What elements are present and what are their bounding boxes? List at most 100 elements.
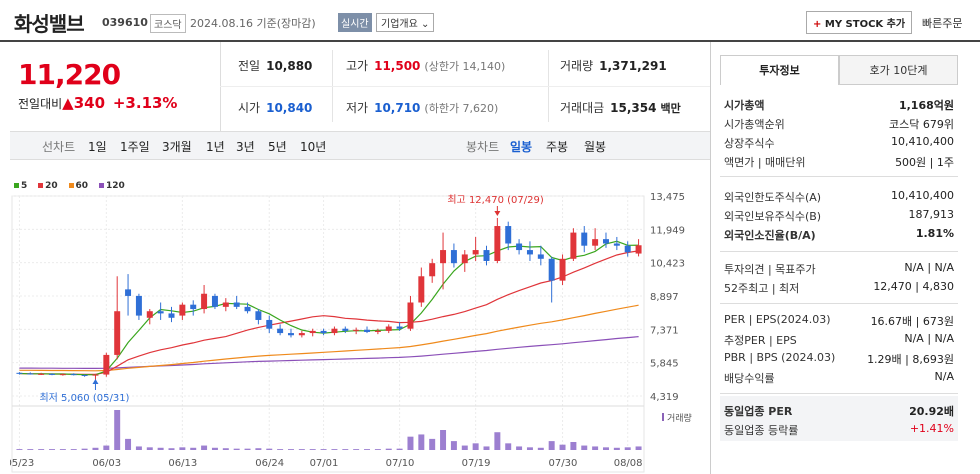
volume-bar bbox=[135, 446, 142, 450]
candle-body bbox=[233, 302, 240, 307]
corp-info-dropdown[interactable]: 기업개요 ⌄ bbox=[376, 13, 435, 32]
period-tab-5y[interactable]: 5년 bbox=[268, 140, 287, 154]
volume-bar bbox=[16, 449, 23, 450]
volume-bar bbox=[635, 446, 642, 450]
volume-bar bbox=[125, 438, 132, 450]
volume-bar bbox=[38, 449, 45, 450]
y-tick-label: 7,371 bbox=[650, 325, 679, 336]
info-tabs: 투자정보 호가 10단계 bbox=[720, 55, 958, 85]
volume-bar bbox=[505, 443, 512, 450]
candle-body bbox=[16, 372, 23, 374]
ma120-line bbox=[19, 336, 639, 369]
candle-body bbox=[157, 311, 164, 314]
volume-bar bbox=[168, 448, 175, 450]
candle-tab-weekly[interactable]: 주봉 bbox=[546, 140, 569, 154]
period-tab-10y[interactable]: 10년 bbox=[300, 140, 327, 154]
info-label: 외국인보유주식수(B) bbox=[724, 210, 822, 223]
y-tick-label: 11,949 bbox=[650, 225, 685, 236]
period-tab-3m[interactable]: 3개월 bbox=[162, 140, 192, 154]
info-value: 1.81% bbox=[915, 227, 954, 240]
volume-bar bbox=[526, 447, 533, 450]
low-arrow-icon bbox=[92, 379, 99, 384]
volume-bar bbox=[287, 449, 294, 450]
high-arrow-icon bbox=[494, 211, 501, 216]
volume-bar bbox=[548, 441, 555, 450]
candle-body bbox=[59, 374, 66, 376]
current-price-box: 11,220 전일대비▲340 +3.13% bbox=[10, 42, 220, 131]
candle-body bbox=[255, 311, 262, 320]
volume-bar bbox=[309, 449, 316, 450]
candle-body bbox=[70, 374, 77, 376]
x-tick-label: 07/19 bbox=[462, 458, 491, 469]
candle-body bbox=[516, 243, 523, 251]
candle-tab-monthly[interactable]: 월봉 bbox=[584, 140, 607, 154]
info-label: PER | EPS(2024.03) bbox=[724, 313, 831, 326]
volume-bar bbox=[146, 447, 153, 450]
volume-label: 거래량 bbox=[667, 412, 692, 424]
volume-bar bbox=[255, 448, 262, 450]
stat-prev: 전일 10,880 bbox=[238, 59, 313, 73]
period-tab-3y[interactable]: 3년 bbox=[236, 140, 255, 154]
candle-body bbox=[364, 329, 371, 332]
candle-body bbox=[320, 330, 327, 334]
quick-order-link[interactable]: 빠른주문 bbox=[922, 17, 963, 30]
volume-bar bbox=[103, 445, 110, 450]
x-tick-label: 06/13 bbox=[168, 458, 197, 469]
y-tick-label: 8,897 bbox=[650, 292, 679, 303]
volume-bar bbox=[114, 410, 121, 450]
volume-bar bbox=[559, 444, 566, 450]
ma5-line bbox=[19, 240, 639, 376]
candle-body bbox=[277, 328, 284, 334]
add-mystock-button[interactable]: + MY STOCK 추가 bbox=[806, 11, 913, 34]
period-tab-1y[interactable]: 1년 bbox=[206, 140, 225, 154]
period-tab-1d[interactable]: 1일 bbox=[88, 140, 107, 154]
volume-bar bbox=[353, 449, 360, 450]
section-divider bbox=[720, 393, 958, 394]
candle-body bbox=[450, 250, 457, 264]
legend-ma120: 120 bbox=[98, 181, 125, 191]
line-chart-label[interactable]: 선차트 bbox=[42, 140, 76, 154]
x-tick-label: 07/01 bbox=[310, 458, 339, 469]
candlestick-chart[interactable]: 13,475 11,949 10,423 8,897 7,371 5,845 4,319 05… bbox=[10, 160, 710, 474]
stats-divider bbox=[220, 86, 710, 87]
ma-legend: 5 20 60 120 bbox=[14, 181, 133, 191]
y-tick-label: 10,423 bbox=[650, 259, 685, 270]
candle-body bbox=[407, 302, 414, 329]
stat-high: 고가 11,500 (상한가 14,140) bbox=[346, 59, 506, 73]
info-value: 500원 | 1주 bbox=[895, 156, 954, 169]
candle-body bbox=[49, 373, 56, 375]
panel-divider bbox=[710, 42, 711, 474]
candle-body bbox=[385, 326, 392, 331]
candle-body bbox=[298, 333, 305, 336]
legend-ma20: 20 bbox=[38, 181, 58, 191]
candle-tab-daily[interactable]: 일봉 bbox=[510, 140, 533, 154]
volume-bar bbox=[396, 448, 403, 450]
info-row: 추정PER | EPS N/A | N/A bbox=[724, 332, 958, 350]
volume-bar bbox=[190, 447, 197, 450]
tab-investment-info[interactable]: 투자정보 bbox=[720, 55, 839, 85]
volume-bar bbox=[581, 445, 588, 450]
candle-chart-label[interactable]: 봉차트 bbox=[466, 140, 500, 154]
volume-bar bbox=[277, 449, 284, 450]
volume-bar bbox=[342, 449, 349, 450]
volume-bar bbox=[81, 448, 88, 450]
info-row: 시가총액 1,168억원 bbox=[724, 97, 958, 115]
add-mystock-label: MY STOCK 추가 bbox=[824, 19, 906, 30]
volume-bar bbox=[364, 449, 371, 450]
volume-bar bbox=[320, 449, 327, 450]
stat-low: 저가 10,710 (하한가 7,620) bbox=[346, 101, 499, 115]
period-tabbar: 선차트 1일 1주일 3개월 1년 3년 5년 10년 봉차트 일봉 주봉 월봉 bbox=[10, 131, 710, 160]
volume-bar bbox=[331, 449, 338, 450]
volume-bar bbox=[602, 447, 609, 450]
period-tab-1w[interactable]: 1주일 bbox=[120, 140, 150, 154]
base-date: 2024.08.16 기준(장마감) bbox=[190, 17, 316, 30]
volume-bar bbox=[59, 449, 66, 450]
x-tick-label: 07/30 bbox=[549, 458, 578, 469]
tab-order-book[interactable]: 호가 10단계 bbox=[839, 55, 958, 85]
realtime-button[interactable]: 실시간 bbox=[338, 13, 372, 32]
info-row: 동일업종 등락률 +1.41% bbox=[724, 422, 958, 440]
volume-bar bbox=[494, 432, 501, 450]
candle-body bbox=[331, 328, 338, 334]
stock-name: 화성밸브 bbox=[14, 12, 85, 36]
info-value: 10,410,400 bbox=[891, 189, 954, 202]
